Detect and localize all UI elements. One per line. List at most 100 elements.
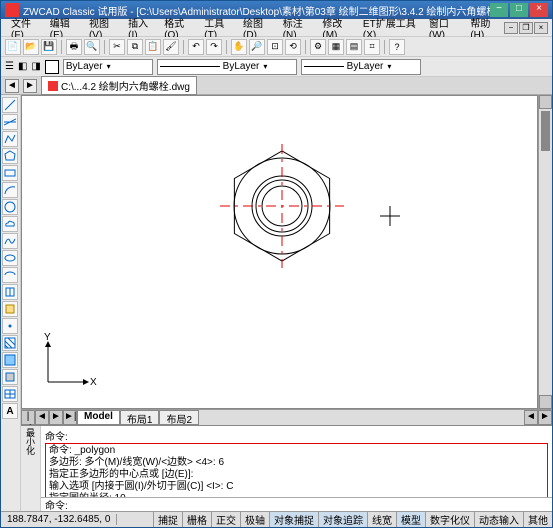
close-button[interactable]: ×	[530, 3, 548, 17]
zoom-button[interactable]: 🔎	[249, 39, 265, 55]
zoom-icon: 🔎	[251, 41, 262, 52]
redo-button[interactable]: ↷	[206, 39, 222, 55]
properties-icon: ⚙	[314, 41, 322, 52]
pan-button[interactable]: ✋	[231, 39, 247, 55]
scroll-right-button[interactable]: ►	[538, 410, 552, 425]
drawing-canvas[interactable]: X Y	[21, 95, 538, 409]
rectangle-tool[interactable]	[2, 165, 18, 181]
chevron-down-icon: ▾	[263, 62, 267, 71]
scroll-left-button[interactable]: ◄	[524, 410, 538, 425]
region-tool[interactable]	[2, 369, 18, 385]
open-button[interactable]: 📂	[23, 39, 39, 55]
layout-tab-1[interactable]: 布局1	[120, 410, 160, 425]
brush-icon: 🖌	[165, 41, 176, 52]
linetype-combo[interactable]: ByLayer▾	[157, 59, 297, 75]
undo-icon: ↶	[192, 41, 200, 52]
scroll-down-button[interactable]	[539, 395, 552, 409]
print-button[interactable]: 🖶	[66, 39, 82, 55]
hatch-tool[interactable]	[2, 335, 18, 351]
xline-tool[interactable]	[2, 114, 18, 130]
gradient-tool[interactable]	[2, 352, 18, 368]
doctab-next-button[interactable]: ►	[23, 79, 37, 93]
layout-first-button[interactable]: |◄	[21, 410, 35, 425]
toggle-otrack[interactable]: 对象追踪	[318, 512, 367, 527]
layer-button[interactable]: ☰	[5, 61, 14, 72]
doc-minimize-button[interactable]: −	[504, 22, 518, 34]
toggle-other[interactable]: 其他	[523, 512, 552, 527]
polygon-tool[interactable]	[2, 148, 18, 164]
zoom-window-icon: ⊡	[271, 41, 279, 52]
toggle-lwt[interactable]: 线宽	[367, 512, 396, 527]
command-input-row[interactable]: 命令:	[41, 497, 552, 511]
toggle-dyn[interactable]: 动态输入	[474, 512, 523, 527]
doctab-prev-button[interactable]: ◄	[5, 79, 19, 93]
text-tool[interactable]: A	[2, 403, 18, 419]
layout-prev-button[interactable]: ◄	[35, 410, 49, 425]
layout-next-button[interactable]: ►	[49, 410, 63, 425]
zoom-window-button[interactable]: ⊡	[267, 39, 283, 55]
toggle-grid[interactable]: 栅格	[182, 512, 211, 527]
polyline-tool[interactable]	[2, 131, 18, 147]
doc-restore-button[interactable]: ❐	[519, 22, 533, 34]
color-swatch[interactable]	[45, 60, 59, 74]
toggle-polar[interactable]: 极轴	[240, 512, 269, 527]
revcloud-tool[interactable]	[2, 216, 18, 232]
insert-tool[interactable]	[2, 284, 18, 300]
circle-tool[interactable]	[2, 199, 18, 215]
separator	[384, 40, 385, 54]
matchprop-button[interactable]: 🖌	[163, 39, 179, 55]
zoom-prev-button[interactable]: ⟲	[285, 39, 301, 55]
command-prompt: 命令:	[45, 497, 68, 512]
calc-button[interactable]: ⌗	[364, 39, 380, 55]
ellipse-tool[interactable]	[2, 250, 18, 266]
separator	[183, 40, 184, 54]
cut-button[interactable]: ✂	[109, 39, 125, 55]
lineweight-combo[interactable]: ByLayer▾	[301, 59, 421, 75]
document-tab[interactable]: C:\...4.2 绘制内六角螺栓.dwg	[41, 76, 197, 95]
ellipse-icon	[4, 252, 16, 264]
command-line: 输入选项 [内接于圆(I)/外切于圆(C)] <I>: C	[49, 481, 544, 493]
new-icon: 📄	[7, 41, 18, 52]
ellipsearc-tool[interactable]	[2, 267, 18, 283]
table-tool[interactable]	[2, 386, 18, 402]
draw-toolbar: A	[1, 95, 21, 511]
toolpalette-button[interactable]: ▤	[346, 39, 362, 55]
gradient-icon	[4, 354, 16, 366]
layout-tab-model[interactable]: Model	[77, 410, 120, 425]
save-button[interactable]: 💾	[41, 39, 57, 55]
scroll-thumb[interactable]	[541, 111, 550, 151]
point-tool[interactable]	[2, 318, 18, 334]
spline-tool[interactable]	[2, 233, 18, 249]
new-button[interactable]: 📄	[5, 39, 21, 55]
arc-tool[interactable]	[2, 182, 18, 198]
polyline-icon	[4, 133, 16, 145]
copy-button[interactable]: ⧉	[127, 39, 143, 55]
line-tool[interactable]	[2, 97, 18, 113]
vertical-scrollbar[interactable]	[538, 95, 552, 409]
toggle-osnap[interactable]: 对象捕捉	[269, 512, 318, 527]
block-tool[interactable]	[2, 301, 18, 317]
maximize-button[interactable]: □	[510, 3, 528, 17]
layout-last-button[interactable]: ►|	[63, 410, 77, 425]
properties-button[interactable]: ⚙	[310, 39, 326, 55]
layer-combo[interactable]: ByLayer▾	[63, 59, 153, 75]
preview-button[interactable]: 🔍	[84, 39, 100, 55]
undo-button[interactable]: ↶	[188, 39, 204, 55]
toggle-model[interactable]: 模型	[396, 512, 425, 527]
paste-button[interactable]: 📋	[145, 39, 161, 55]
layout-tab-2[interactable]: 布局2	[159, 410, 199, 425]
layers-icon: ☰	[5, 61, 14, 72]
toggle-snap[interactable]: 捕捉	[153, 512, 182, 527]
horizontal-scrollbar[interactable]	[199, 410, 524, 425]
layer-prev-button[interactable]: ◨	[31, 61, 40, 72]
help-button[interactable]: ?	[389, 39, 405, 55]
designcenter-button[interactable]: ▦	[328, 39, 344, 55]
command-sidebar[interactable]: 最小化	[21, 426, 41, 511]
doc-close-button[interactable]: ×	[534, 22, 548, 34]
scroll-up-button[interactable]	[539, 95, 552, 109]
layer-states-button[interactable]: ◧	[18, 61, 27, 72]
coordinates-display[interactable]: 188.7847, -132.6485, 0	[1, 514, 117, 525]
command-highlight-box: 命令: _polygon 多边形: 多个(M)/线宽(W)/<边数> <4>: …	[45, 443, 548, 497]
toggle-ortho[interactable]: 正交	[211, 512, 240, 527]
toggle-tablet[interactable]: 数字化仪	[425, 512, 474, 527]
